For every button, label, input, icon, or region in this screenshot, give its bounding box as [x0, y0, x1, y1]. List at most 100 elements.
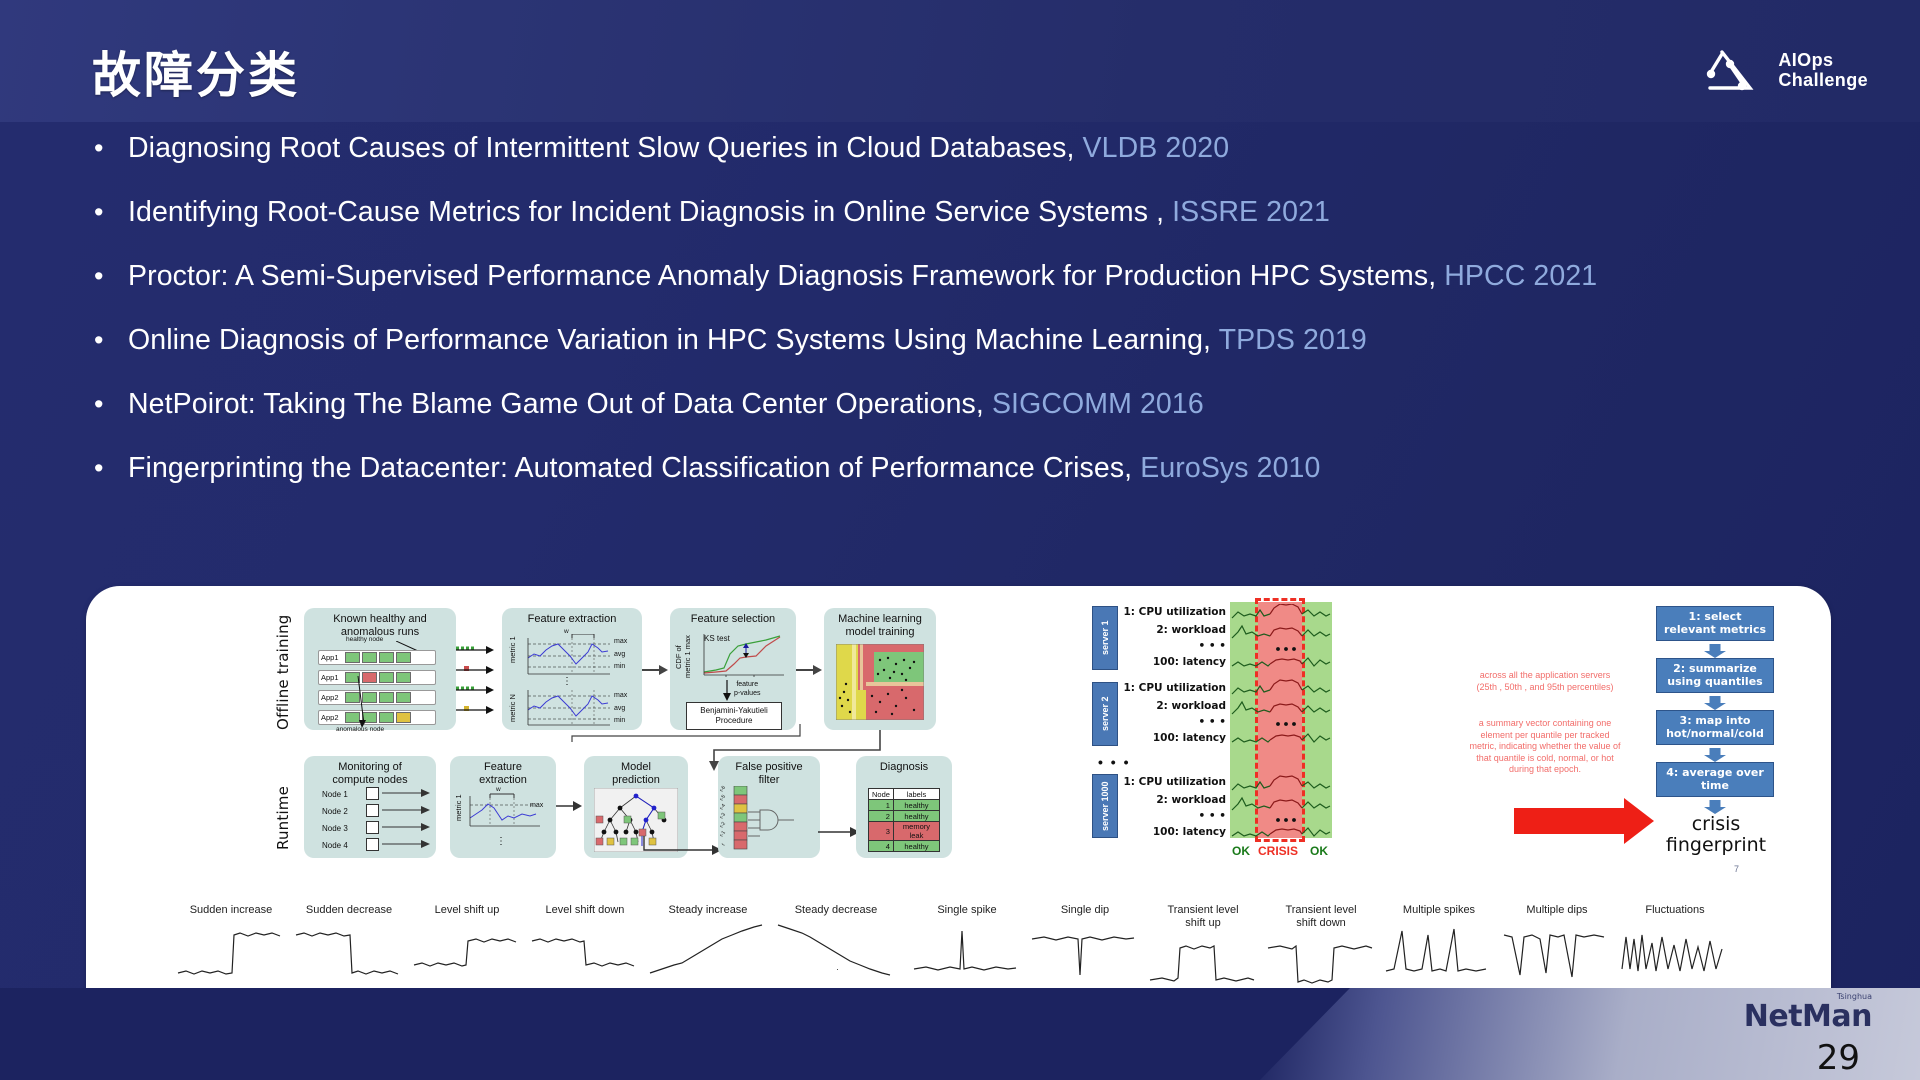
node-checkbox[interactable]: [366, 838, 379, 851]
step-box-3: 3: map into hot/normal/cold: [1656, 710, 1774, 745]
pattern-label: Multiple spikes: [1402, 904, 1476, 916]
pattern-item: Level shift up: [408, 904, 526, 981]
stat-label-max: max: [614, 638, 628, 645]
footer-gradient: [1260, 988, 1920, 1080]
reference-title: Proctor: A Semi-Supervised Performance A…: [128, 260, 1445, 292]
node-arrows: [382, 789, 430, 848]
step-box-4: 4: average over time: [1656, 762, 1774, 797]
node-checkbox[interactable]: [366, 821, 379, 834]
filter-color-strip: [733, 786, 748, 850]
cell-node: 1: [868, 799, 894, 811]
list-item: • Proctor: A Semi-Supervised Performance…: [86, 256, 1886, 296]
pattern-sparkline: [649, 924, 763, 974]
list-item: • Online Diagnosis of Performance Variat…: [86, 320, 1886, 360]
page-title: 故障分类: [92, 47, 301, 104]
box-monitoring: Monitoring of compute nodes Node 1 Node 2…: [304, 756, 436, 858]
phase-label-runtime: Runtime: [274, 785, 292, 850]
pattern-item: Sudden increase: [172, 904, 290, 981]
metric-ellipsis: • • •: [1198, 716, 1226, 728]
run-cell: [396, 712, 411, 723]
pattern-label: Fluctuations: [1645, 904, 1705, 916]
svg-text:t-3: t-3: [720, 812, 727, 820]
pattern-item: Multiple spikes: [1380, 904, 1498, 981]
and-gate-icon: [748, 809, 794, 837]
cell-label: healthy: [892, 840, 941, 852]
page-number: 29: [1816, 1038, 1860, 1078]
list-item: • Fingerprinting the Datacenter: Automat…: [86, 448, 1886, 488]
metric-label: 100: latency: [1152, 656, 1226, 668]
connector-model-to-filter: [643, 836, 722, 855]
reference-list: • Diagnosing Root Causes of Intermittent…: [86, 128, 1886, 512]
run-cell: [379, 652, 394, 663]
list-item: • Identifying Root-Cause Metrics for Inc…: [86, 192, 1886, 232]
cell-node: 4: [868, 840, 894, 852]
annotation-percentiles: across all the application servers (25th …: [1476, 670, 1614, 692]
ok-label-right: OK: [1310, 844, 1328, 858]
pattern-label: Single dip: [1060, 904, 1110, 916]
metric-ellipsis: • • •: [1198, 810, 1226, 822]
pattern-sparkline: [1267, 944, 1373, 984]
run-cell: [362, 672, 377, 683]
stat-label-min: min: [614, 663, 626, 670]
box-ml-training: Machine learning model training: [824, 608, 936, 730]
pattern-sparkline: [413, 938, 517, 967]
run-cell: [362, 652, 377, 663]
window-label-rt: w: [496, 786, 501, 793]
svg-text:t-6: t-6: [720, 785, 727, 793]
cell-label: healthy: [892, 810, 941, 822]
reference-text: Fingerprinting the Datacenter: Automated…: [128, 448, 1320, 488]
pattern-item: Steady increase: [644, 904, 772, 981]
proctor-flowchart: Offline training Runtime Known healthy a…: [274, 600, 952, 900]
reference-text: NetPoirot: Taking The Blame Game Out of …: [128, 384, 1204, 424]
crisis-label: CRISIS: [1258, 844, 1299, 858]
run-cell: [345, 672, 360, 683]
pattern-sparkline: [1031, 936, 1135, 976]
app-label: App2: [321, 713, 339, 722]
node-label: Node 2: [322, 807, 348, 816]
box-title: Feature selection: [690, 613, 776, 625]
box-title: False positive filter: [735, 761, 803, 786]
pattern-item: Multiple dips: [1498, 904, 1616, 981]
run-cell: [396, 652, 411, 663]
app-row: App2: [318, 710, 436, 725]
table-row: 3 memory leak: [868, 821, 941, 841]
anomalous-node-note: anomalous node: [336, 726, 385, 733]
bullet-marker: •: [94, 261, 104, 291]
pattern-item: Single dip: [1026, 904, 1144, 981]
brand-line-1: AIOps: [1778, 50, 1834, 70]
metric-axis-label-bottom: metric N: [508, 694, 517, 722]
cell-label: memory leak: [892, 821, 941, 841]
reference-venue: SIGCOMM 2016: [991, 388, 1204, 420]
metric-label: 1: CPU utilization: [1123, 682, 1226, 694]
server-tag: server 1: [1092, 606, 1118, 670]
run-cell: [379, 712, 394, 723]
stray-mark: ·: [836, 964, 839, 974]
pattern-sparkline: [531, 938, 635, 967]
arrow-fert-to-model: [556, 801, 582, 811]
stat-label-max-rt: max: [530, 802, 544, 809]
metric-label: 1: CPU utilization: [1123, 606, 1226, 618]
netman-logo: NetMan Tsinghua: [1743, 992, 1873, 1034]
bullet-marker: •: [94, 133, 104, 163]
box-known-runs: Known healthy and anomalous runs healthy …: [304, 608, 456, 733]
benjamini-procedure-box: Benjamini-Yakutieli Procedure: [686, 702, 782, 730]
pattern-label: Steady decrease: [794, 904, 878, 916]
node-checkbox[interactable]: [366, 787, 379, 800]
pattern-item: Level shift down: [526, 904, 644, 981]
reference-text: Online Diagnosis of Performance Variatio…: [128, 320, 1367, 360]
table-row: 1 healthy: [868, 799, 941, 811]
netman-label: NetMan: [1743, 999, 1873, 1034]
metric-label-rt: metric 1: [454, 794, 463, 822]
app-label: App1: [321, 653, 339, 662]
pattern-sparkline: [913, 930, 1017, 971]
app-row: App1: [318, 670, 436, 685]
brand-line-2: Challenge: [1778, 70, 1868, 90]
box-title: Feature extraction: [527, 613, 617, 625]
figure-panel: Offline training Runtime Known healthy a…: [86, 586, 1831, 1028]
app-label: App1: [321, 673, 339, 682]
node-checkbox[interactable]: [366, 804, 379, 817]
runtime-metric-chart: [469, 793, 540, 827]
pvalues-label: feature p-values: [734, 681, 761, 697]
vertical-ellipsis: ⋮: [562, 676, 572, 687]
